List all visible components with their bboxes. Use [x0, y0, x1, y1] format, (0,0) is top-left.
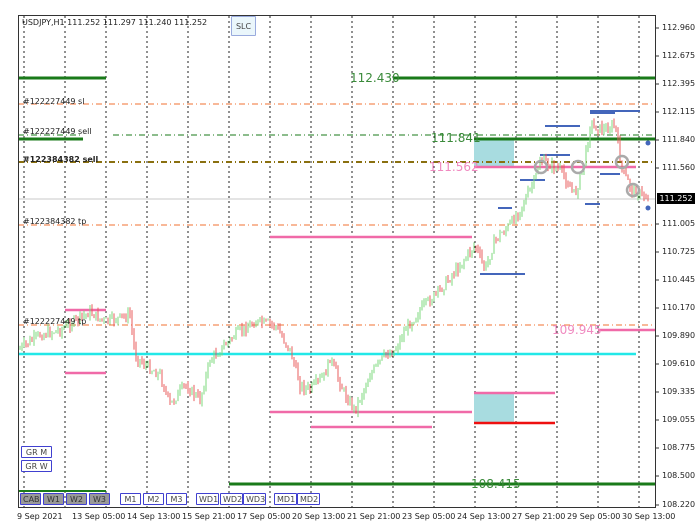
order-label-sell-2: #122384382 sell: [23, 155, 99, 164]
time-tick: 23 Sep 05:00: [402, 512, 456, 521]
price-tick: 108.220: [662, 500, 696, 509]
price-tick: 108.775: [662, 443, 696, 452]
time-tick: 30 Sep 13:00: [622, 512, 676, 521]
price-tick: 109.890: [662, 331, 696, 340]
signal-marker: [570, 159, 586, 175]
price-tick: 109.610: [662, 359, 696, 368]
level-label-112430: 112.430: [350, 71, 400, 85]
price-tick: 110.445: [662, 275, 696, 284]
order-dot: [645, 205, 651, 211]
time-tick: 21 Sep 21:00: [347, 512, 401, 521]
order-label-sell: #122227449 sell: [23, 127, 92, 136]
price-tick: 111.005: [662, 219, 696, 228]
preset-button-m1[interactable]: M1: [120, 493, 141, 505]
price-tick: 112.960: [662, 23, 696, 32]
price-tick: 112.395: [662, 79, 696, 88]
order-label-tp-2: #122384382 tp: [23, 217, 87, 226]
preset-button-cab[interactable]: CAB: [20, 493, 41, 505]
level-label-111562: 111.562: [429, 160, 479, 174]
signal-marker: [614, 154, 630, 170]
symbol-info: USDJPY,H1 111.252 111.297 111.240 111.25…: [22, 18, 208, 27]
signal-marker: [625, 182, 641, 198]
preset-button-wd3[interactable]: WD3: [243, 493, 266, 505]
time-tick: 27 Sep 21:00: [512, 512, 566, 521]
gr-m-button[interactable]: GR M: [21, 446, 52, 458]
gr-w-button[interactable]: GR W: [21, 460, 52, 472]
order-label-tp: #122227449 tp: [23, 317, 87, 326]
time-tick: 13 Sep 05:00: [72, 512, 126, 521]
price-tick: 110.725: [662, 247, 696, 256]
time-tick: 17 Sep 05:00: [237, 512, 291, 521]
price-tick: 111.840: [662, 135, 696, 144]
preset-button-w3[interactable]: W3: [89, 493, 110, 505]
time-tick: 24 Sep 13:00: [457, 512, 511, 521]
price-tick: 109.055: [662, 415, 696, 424]
zone-box: [474, 139, 514, 167]
price-tick: 109.335: [662, 387, 696, 396]
preset-button-wd1[interactable]: WD1: [196, 493, 219, 505]
signal-marker: [533, 159, 549, 175]
order-label-sl: #122227449 sl: [23, 97, 85, 106]
slc-button[interactable]: SLC: [231, 16, 256, 36]
preset-button-md1[interactable]: MD1: [274, 493, 297, 505]
time-tick: 15 Sep 21:00: [182, 512, 236, 521]
preset-button-w2[interactable]: W2: [66, 493, 87, 505]
current-price-label: 111.252: [657, 193, 695, 204]
time-tick: 9 Sep 2021: [17, 512, 63, 521]
price-tick: 112.675: [662, 51, 696, 60]
time-tick: 14 Sep 13:00: [127, 512, 181, 521]
level-label-109945: 109.945: [552, 323, 602, 337]
preset-button-wd2[interactable]: WD2: [220, 493, 243, 505]
price-tick: 111.560: [662, 163, 696, 172]
preset-button-md2[interactable]: MD2: [297, 493, 320, 505]
plot-frame: [18, 15, 656, 508]
time-tick: 20 Sep 13:00: [292, 512, 346, 521]
preset-button-m2[interactable]: M2: [143, 493, 164, 505]
price-tick: 108.500: [662, 471, 696, 480]
price-tick: 110.170: [662, 303, 696, 312]
level-label-111841: 111.841: [431, 131, 481, 145]
zone-box: [474, 393, 514, 423]
price-tick: 112.115: [662, 107, 696, 116]
order-dot: [645, 140, 651, 146]
preset-button-m3[interactable]: M3: [166, 493, 187, 505]
preset-button-w1[interactable]: W1: [43, 493, 64, 505]
time-tick: 29 Sep 05:00: [567, 512, 621, 521]
level-label-108415: 108.415: [471, 477, 521, 491]
